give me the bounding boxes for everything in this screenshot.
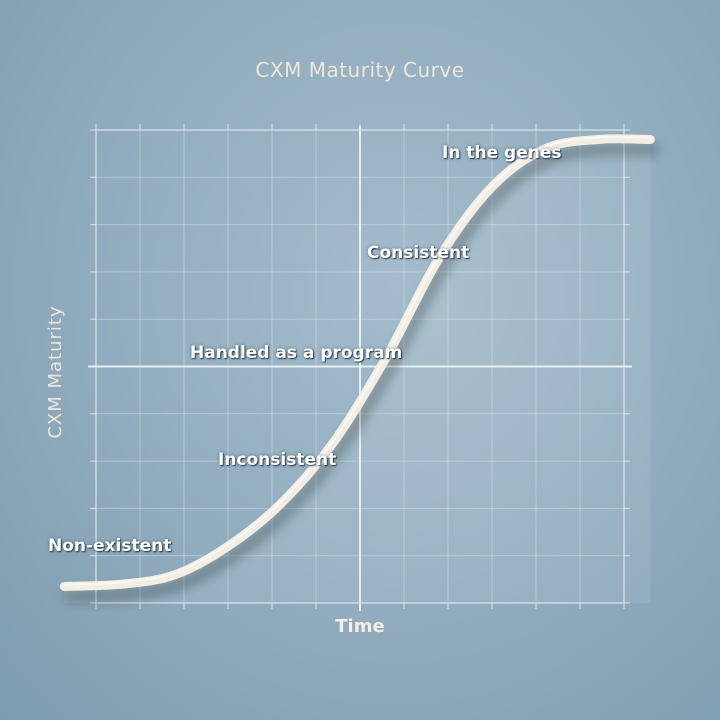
x-axis-label: Time [335, 616, 385, 637]
maturity-curve-highlight [63, 135, 652, 586]
curve-group [59, 134, 655, 603]
stage-label-non-existent: Non-existent [48, 536, 172, 556]
maturity-curve-line [59, 134, 655, 591]
stage-label-handled-as-a-program: Handled as a program [190, 343, 403, 363]
axes [88, 126, 632, 611]
stage-label-consistent: Consistent [367, 243, 470, 263]
curve-area [64, 138, 651, 603]
chart-title: CXM Maturity Curve [255, 58, 465, 82]
stage-label-in-the-genes: In the genes [442, 143, 562, 163]
y-axis-label: CXM Maturity [45, 305, 66, 439]
stage-label-inconsistent: Inconsistent [218, 450, 337, 470]
